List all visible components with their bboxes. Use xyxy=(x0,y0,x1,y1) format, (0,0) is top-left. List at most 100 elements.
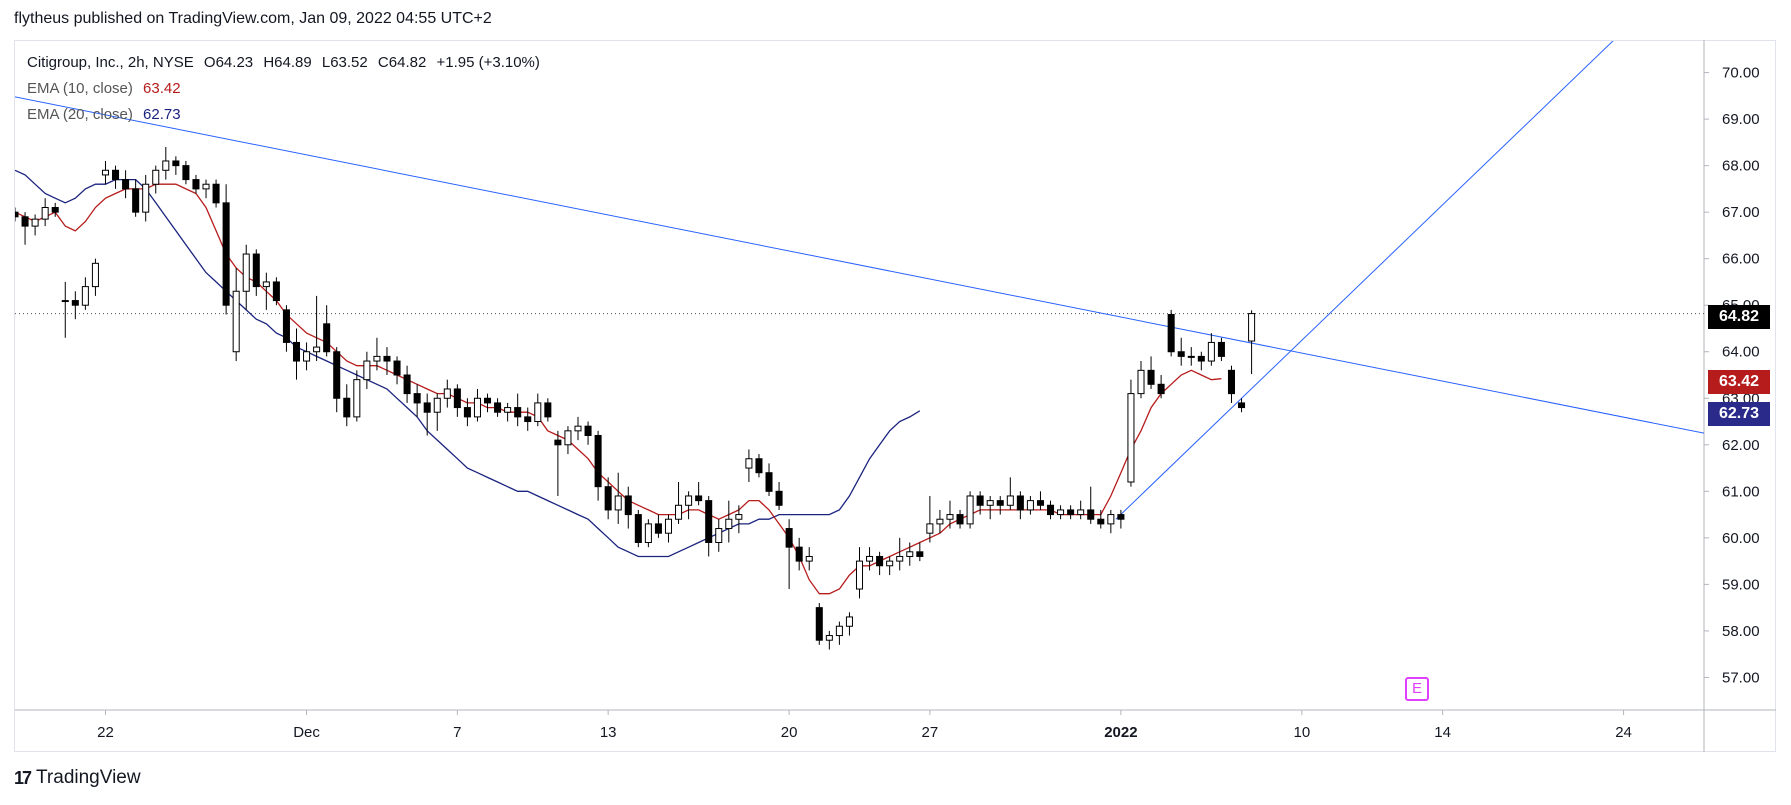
y-tick-label: 61.00 xyxy=(1722,483,1760,500)
candle-body xyxy=(664,518,672,534)
candle-body xyxy=(1238,402,1246,409)
x-tick-label: Dec xyxy=(293,724,320,741)
candle-body xyxy=(403,374,411,395)
candle-body xyxy=(745,458,753,469)
y-tick-label: 62.00 xyxy=(1722,437,1760,454)
candle-body xyxy=(162,160,170,171)
candle-body xyxy=(956,514,964,525)
candle-body xyxy=(282,309,290,343)
candle-body xyxy=(675,504,683,520)
candle-body xyxy=(896,555,904,562)
candle-body xyxy=(303,351,311,362)
legend-close: C64.82 xyxy=(377,54,427,71)
y-tick-label: 67.00 xyxy=(1722,204,1760,221)
legend-ema10-row[interactable]: EMA (10, close) 63.42 xyxy=(27,80,187,97)
legend-high: H64.89 xyxy=(263,54,312,71)
candle-body xyxy=(463,407,471,418)
candle-body xyxy=(966,495,974,525)
y-tick-label: 69.00 xyxy=(1722,111,1760,128)
candle-body xyxy=(222,202,230,306)
candle-body xyxy=(504,407,512,413)
y-tick-label: 60.00 xyxy=(1722,530,1760,547)
candle-body xyxy=(1057,509,1065,516)
candle-body xyxy=(423,402,431,413)
candle-body xyxy=(1107,514,1115,525)
legend-symbol-row[interactable]: Citigroup, Inc., 2h, NYSE O64.23 H64.89 … xyxy=(27,54,546,71)
candle-body xyxy=(494,402,502,413)
legend-ema10-label: EMA (10, close) xyxy=(27,80,133,97)
candle-body xyxy=(936,518,944,525)
candle-body xyxy=(1077,509,1085,516)
candle-body xyxy=(735,514,743,520)
legend-ema20-row[interactable]: EMA (20, close) 62.73 xyxy=(27,106,187,123)
tradingview-footer[interactable]: 17 TradingView xyxy=(14,767,141,789)
chart-frame xyxy=(14,40,1776,752)
x-tick-label: 20 xyxy=(781,724,798,741)
candle-body xyxy=(805,555,813,562)
candle-body xyxy=(614,495,622,511)
candle-body xyxy=(15,211,19,218)
x-tick-label: 2022 xyxy=(1104,724,1137,741)
candle-body xyxy=(1167,314,1175,353)
publisher-caption: flytheus published on TradingView.com, J… xyxy=(14,10,492,27)
y-tick-label: 66.00 xyxy=(1722,251,1760,268)
x-tick-label: 24 xyxy=(1615,724,1632,741)
legend-open: O64.23 xyxy=(203,54,254,71)
candle-body xyxy=(1157,383,1165,395)
candle-body xyxy=(986,500,994,506)
candle-body xyxy=(835,625,843,637)
candle-body xyxy=(916,551,924,557)
candle-body xyxy=(604,486,612,511)
candle-body xyxy=(41,207,49,220)
candle-body xyxy=(272,281,280,302)
y-tick-label: 59.00 xyxy=(1722,576,1760,593)
y-tick-label: 70.00 xyxy=(1722,65,1760,82)
candle-body xyxy=(363,360,371,381)
candle-body xyxy=(323,323,331,353)
candle-body xyxy=(443,388,451,399)
candle-body xyxy=(544,402,552,418)
legend-change: +1.95 (+3.10%) xyxy=(436,54,540,71)
candle-body xyxy=(534,402,542,423)
earnings-marker[interactable]: E xyxy=(1405,677,1429,701)
legend-symbol: Citigroup, Inc., 2h, NYSE xyxy=(27,54,194,71)
ema20-price-tag: 62.73 xyxy=(1708,402,1770,426)
y-tick-label: 57.00 xyxy=(1722,669,1760,686)
candle-body xyxy=(172,160,180,167)
candle-body xyxy=(825,635,833,641)
x-tick-label: 22 xyxy=(97,724,114,741)
candle-body xyxy=(383,355,391,362)
candle-body xyxy=(695,495,703,502)
candle-body xyxy=(1177,351,1185,357)
candle-body xyxy=(101,169,109,176)
candle-body xyxy=(152,169,160,185)
candle-body xyxy=(192,179,200,190)
x-tick-label: 7 xyxy=(453,724,461,741)
candle-body xyxy=(685,495,693,506)
candle-body xyxy=(71,300,79,306)
candle-body xyxy=(1137,369,1145,395)
ema10-price-tag: 63.42 xyxy=(1708,370,1770,394)
candle-body xyxy=(1006,495,1014,506)
candle-body xyxy=(634,514,642,543)
candle-body xyxy=(906,551,914,557)
candle-body xyxy=(61,300,69,303)
candle-body xyxy=(1207,341,1215,362)
candle-body xyxy=(373,355,381,362)
candle-body xyxy=(1026,500,1034,511)
candle-body xyxy=(815,607,823,641)
candle-body xyxy=(554,439,562,446)
candle-body xyxy=(514,407,522,418)
candle-body xyxy=(855,560,864,590)
x-tick-label: 13 xyxy=(600,724,617,741)
candle-body xyxy=(51,207,59,213)
candle-body xyxy=(262,281,270,288)
candle-body xyxy=(1127,393,1135,483)
candle-body xyxy=(654,523,662,534)
candle-body xyxy=(715,528,723,544)
candle-body xyxy=(1117,514,1125,520)
candle-body xyxy=(292,341,301,362)
candle-body xyxy=(333,351,341,399)
candle-body xyxy=(926,523,934,534)
